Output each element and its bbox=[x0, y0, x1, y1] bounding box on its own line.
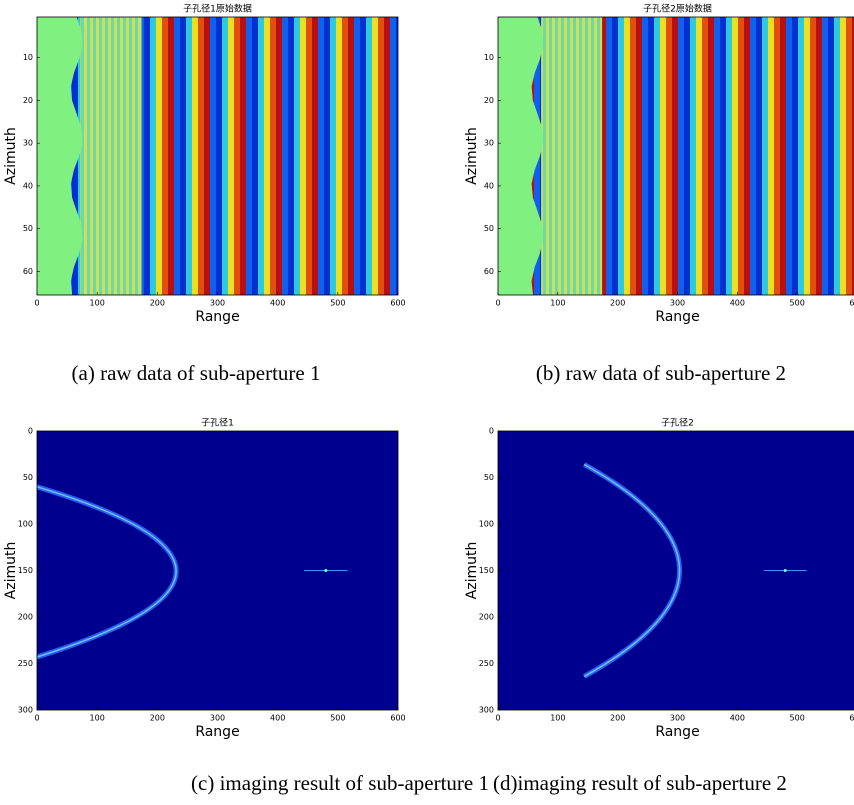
image bbox=[37, 17, 398, 295]
chart-title: 子孔径1 bbox=[201, 417, 234, 429]
chart-title: 子孔径2 bbox=[661, 417, 694, 429]
x-tick-label: 400 bbox=[730, 714, 745, 723]
x-axis-label: Range bbox=[655, 309, 699, 325]
y-tick-label: 0 bbox=[489, 427, 494, 436]
x-tick-label: 0 bbox=[495, 714, 500, 723]
y-tick-label: 50 bbox=[23, 473, 33, 482]
x-tick-label: 100 bbox=[550, 299, 565, 308]
x-tick-label: 200 bbox=[150, 299, 165, 308]
y-tick-label: 20 bbox=[484, 96, 494, 105]
x-tick-label: 200 bbox=[610, 714, 625, 723]
y-tick-label: 300 bbox=[18, 706, 33, 715]
x-tick-label: 400 bbox=[270, 299, 285, 308]
y-tick-label: 250 bbox=[18, 659, 33, 668]
x-tick-label: 100 bbox=[90, 714, 105, 723]
point-target-core bbox=[324, 569, 328, 572]
y-tick-label: 0 bbox=[28, 427, 33, 436]
x-tick-label: 200 bbox=[150, 714, 165, 723]
y-tick-label: 40 bbox=[484, 181, 494, 190]
caption: (a) raw data of sub-aperture 1 bbox=[72, 361, 321, 385]
x-tick-label: 500 bbox=[790, 299, 805, 308]
y-axis-label: Azimuth bbox=[464, 127, 480, 185]
y-tick-label: 200 bbox=[18, 613, 33, 622]
x-tick-label: 300 bbox=[670, 714, 685, 723]
empty-zone bbox=[37, 17, 83, 295]
y-tick-label: 100 bbox=[18, 520, 33, 529]
x-axis-label: Range bbox=[655, 724, 699, 740]
x-tick-label: 600 bbox=[390, 299, 405, 308]
y-tick-label: 10 bbox=[23, 53, 33, 62]
x-tick-label: 500 bbox=[330, 299, 345, 308]
y-tick-label: 10 bbox=[484, 53, 494, 62]
x-tick-label: 100 bbox=[550, 714, 565, 723]
weak-zone bbox=[541, 17, 603, 295]
image bbox=[498, 17, 854, 295]
y-tick-label: 300 bbox=[479, 706, 494, 715]
x-tick-label: 300 bbox=[210, 714, 225, 723]
x-tick-label: 300 bbox=[210, 299, 225, 308]
y-tick-label: 150 bbox=[479, 566, 494, 575]
caption: (b) raw data of sub-aperture 2 bbox=[536, 361, 786, 385]
x-tick-label: 100 bbox=[90, 299, 105, 308]
image bbox=[36, 431, 398, 710]
caption: (c) imaging result of sub-aperture 1 bbox=[191, 771, 489, 795]
x-tick-label: 0 bbox=[34, 299, 39, 308]
y-tick-label: 150 bbox=[18, 566, 33, 575]
y-tick-label: 60 bbox=[484, 267, 494, 276]
target-arc-core bbox=[36, 486, 177, 658]
y-tick-label: 200 bbox=[479, 613, 494, 622]
y-tick-label: 50 bbox=[484, 473, 494, 482]
x-tick-label: 600 bbox=[849, 714, 854, 723]
target-arc-core bbox=[583, 463, 681, 678]
x-tick-label: 500 bbox=[330, 714, 345, 723]
point-target-core bbox=[783, 569, 787, 572]
x-tick-label: 0 bbox=[495, 299, 500, 308]
chart-title: 子孔径1原始数据 bbox=[183, 3, 252, 15]
x-tick-label: 600 bbox=[849, 299, 854, 308]
x-tick-label: 200 bbox=[610, 299, 625, 308]
y-tick-label: 30 bbox=[484, 139, 494, 148]
chart-title: 子孔径2原始数据 bbox=[643, 3, 712, 15]
y-tick-label: 30 bbox=[23, 139, 33, 148]
y-tick-label: 60 bbox=[23, 267, 33, 276]
x-tick-label: 400 bbox=[730, 299, 745, 308]
x-tick-label: 500 bbox=[790, 714, 805, 723]
x-axis-label: Range bbox=[195, 309, 239, 325]
y-axis-label: Azimuth bbox=[464, 542, 480, 600]
x-tick-label: 0 bbox=[34, 714, 39, 723]
y-axis-label: Azimuth bbox=[3, 127, 19, 185]
y-axis-label: Azimuth bbox=[3, 542, 19, 600]
x-tick-label: 300 bbox=[670, 299, 685, 308]
y-tick-label: 50 bbox=[484, 224, 494, 233]
image bbox=[498, 431, 854, 710]
x-tick-label: 400 bbox=[270, 714, 285, 723]
x-axis-label: Range bbox=[195, 724, 239, 740]
y-tick-label: 20 bbox=[23, 96, 33, 105]
weak-zone bbox=[80, 17, 142, 295]
y-tick-label: 250 bbox=[479, 659, 494, 668]
caption: (d)imaging result of sub-aperture 2 bbox=[493, 771, 787, 795]
x-tick-label: 600 bbox=[390, 714, 405, 723]
y-tick-label: 50 bbox=[23, 224, 33, 233]
empty-zone bbox=[498, 17, 544, 295]
y-tick-label: 100 bbox=[479, 520, 494, 529]
y-tick-label: 40 bbox=[23, 181, 33, 190]
